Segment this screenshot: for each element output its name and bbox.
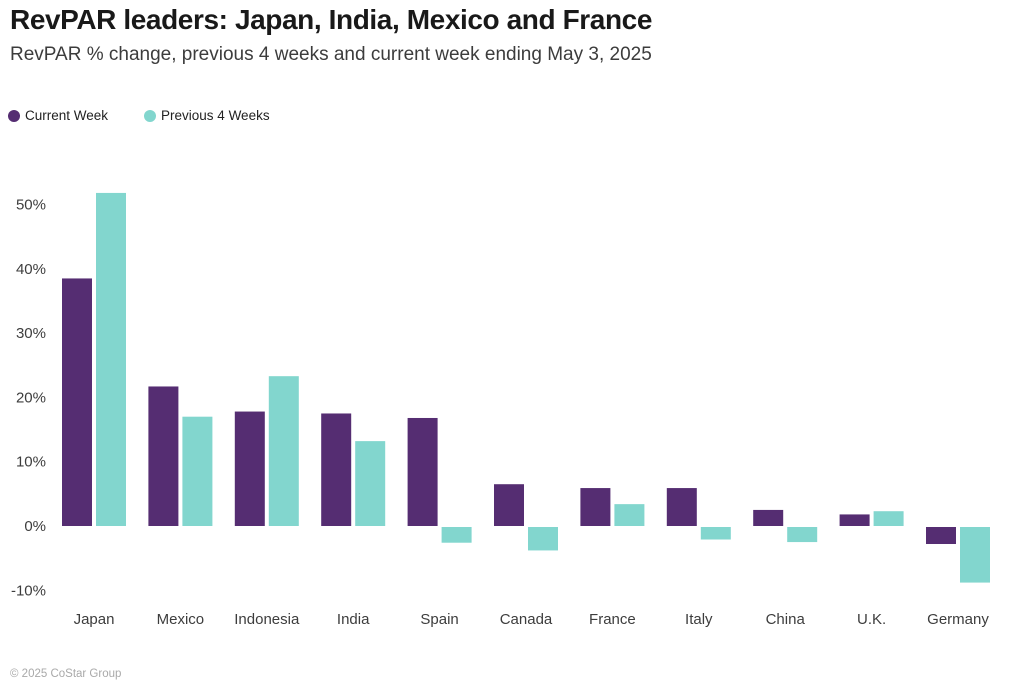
chart-area: 50% 40% 30% 20% 10% 0% -10% Japan Mexico Indonesi… xyxy=(0,180,1024,650)
x-axis-label-uk: U.K. xyxy=(857,611,886,628)
page-subtitle: RevPAR % change, previous 4 weeks and cu… xyxy=(10,44,652,65)
x-axis-label-germany: Germany xyxy=(927,611,989,628)
bar-previous-4-weeks-italy xyxy=(700,527,731,540)
x-axis-label-japan: Japan xyxy=(74,611,115,628)
bar-chart: 50% 40% 30% 20% 10% 0% -10% Japan Mexico Indonesi… xyxy=(11,192,990,628)
bar-current-week-spain xyxy=(407,417,438,526)
bar-previous-4-weeks-uk xyxy=(873,511,904,526)
x-axis-label-china: China xyxy=(766,611,806,628)
current-week-swatch-icon xyxy=(8,109,20,122)
bar-current-week-uk xyxy=(839,514,870,526)
x-axis-label-spain: Spain xyxy=(420,611,458,628)
bar-previous-4-weeks-france xyxy=(614,504,645,526)
bar-current-week-indonesia xyxy=(234,411,265,526)
bar-current-week-china xyxy=(753,509,784,526)
x-axis-label-canada: Canada xyxy=(500,611,553,628)
bar-previous-4-weeks-germany xyxy=(960,527,990,583)
x-axis-label-france: France xyxy=(589,611,636,628)
bar-current-week-germany xyxy=(926,527,956,545)
bar-previous-4-weeks-china xyxy=(787,527,818,543)
legend-label: Current Week xyxy=(25,108,109,123)
y-tick-label: 30% xyxy=(16,325,46,342)
y-tick-label: 20% xyxy=(16,389,46,406)
bar-previous-4-weeks-japan xyxy=(96,192,126,526)
bar-current-week-canada xyxy=(494,484,524,526)
legend-item-previous-4-weeks: Previous 4 Weeks xyxy=(144,108,270,123)
x-axis-label-india: India xyxy=(337,611,370,628)
legend-item-current-week: Current Week xyxy=(8,108,108,123)
x-axis-label-italy: Italy xyxy=(685,611,713,628)
legend-label: Previous 4 Weeks xyxy=(161,108,270,123)
bar-current-week-india xyxy=(321,413,352,526)
y-tick-label: 0% xyxy=(24,518,46,535)
x-axis-label-mexico: Mexico xyxy=(157,611,205,628)
bar-previous-4-weeks-indonesia xyxy=(268,376,299,526)
bar-previous-4-weeks-india xyxy=(355,441,386,526)
bar-current-week-japan xyxy=(62,278,92,526)
bar-current-week-mexico xyxy=(148,386,179,526)
bar-current-week-france xyxy=(580,488,611,526)
x-axis-label-indonesia: Indonesia xyxy=(234,611,300,628)
y-tick-label: 40% xyxy=(16,261,46,278)
bar-previous-4-weeks-spain xyxy=(441,527,472,543)
y-tick-label: 10% xyxy=(16,454,46,471)
y-tick-label: 50% xyxy=(16,197,46,214)
page-title: RevPAR leaders: Japan, India, Mexico and… xyxy=(10,4,653,35)
previous-4-weeks-swatch-icon xyxy=(144,109,157,122)
legend: Current Week Previous 4 Weeks xyxy=(8,108,270,123)
bar-previous-4-weeks-mexico xyxy=(182,416,213,526)
bar-current-week-italy xyxy=(666,488,697,526)
y-tick-label: -10% xyxy=(11,582,46,599)
bar-previous-4-weeks-canada xyxy=(528,527,558,551)
copyright-notice: © 2025 CoStar Group xyxy=(10,668,122,680)
